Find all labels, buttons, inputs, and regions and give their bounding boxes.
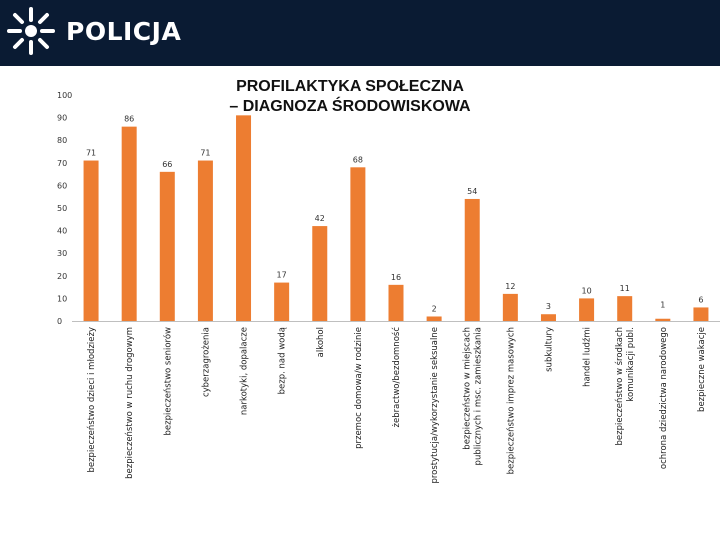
bar: [350, 167, 366, 321]
y-tick-label: 0: [57, 317, 62, 326]
bar: [540, 314, 556, 321]
y-tick-label: 60: [57, 181, 67, 190]
bar: [83, 160, 99, 321]
category-label: narkotyki, dopalacze: [240, 327, 250, 415]
category-label: bezpieczeństwo dzieci i młodzieży: [87, 327, 97, 473]
data-label: 11: [620, 284, 630, 293]
data-label: 86: [124, 115, 134, 124]
bar: [312, 226, 328, 321]
data-label: 12: [505, 282, 515, 291]
category-label-group: cyberzagrożenia: [201, 327, 211, 397]
data-label: 1: [660, 301, 665, 310]
y-tick-label: 100: [57, 91, 72, 100]
y-tick-label: 40: [57, 227, 67, 236]
data-label: 16: [391, 273, 401, 282]
category-label-group: bezpieczne wakacje: [697, 327, 707, 412]
police-star-icon: [7, 7, 55, 55]
data-label: 71: [86, 149, 96, 158]
category-label-group: bezpieczeństwo w ruchu drogowym: [125, 327, 135, 479]
data-label: 66: [162, 160, 172, 169]
category-label-group: bezpieczeństwo seniorów: [162, 327, 173, 436]
category-label-group: żebractwo/bezdomność: [391, 327, 402, 428]
data-label: 10: [581, 286, 591, 295]
category-label: przemoc domowa/w rodzinie: [354, 327, 364, 449]
category-label-group: bezpieczeństwo dzieci i młodzieży: [87, 327, 97, 473]
category-label-group: prostytucja/wykorzystanie seksualne: [430, 327, 440, 484]
bar: [274, 282, 290, 321]
y-tick-label: 20: [57, 272, 67, 281]
bar: [426, 316, 442, 321]
category-label-group: przemoc domowa/w rodzinie: [354, 327, 364, 449]
bar: [655, 318, 671, 321]
category-label: publicznych i msc. zamieszkania: [474, 327, 484, 465]
y-tick-label: 70: [57, 159, 67, 168]
data-label: 54: [467, 187, 477, 196]
category-label: bezpieczeństwo imprez masowych: [506, 327, 516, 474]
bar: [502, 293, 518, 321]
category-label: bezpieczeństwo w środkach: [614, 327, 625, 445]
bar: [197, 160, 213, 321]
header-bar: POLICJA: [0, 0, 720, 66]
bar: [159, 171, 175, 321]
category-label-group: alkohol: [316, 327, 326, 357]
category-label: cyberzagrożenia: [201, 327, 211, 397]
y-tick-label: 10: [57, 294, 67, 303]
data-label: 17: [277, 271, 287, 280]
category-label: bezp. nad wodą: [278, 327, 288, 394]
category-label-group: handel ludźmi: [583, 327, 593, 387]
category-label: prostytucja/wykorzystanie seksualne: [430, 327, 440, 484]
category-label: komunikacji publ.: [626, 327, 636, 402]
category-label: handel ludźmi: [583, 327, 593, 387]
y-tick-label: 30: [57, 249, 67, 258]
category-label-group: bezpieczeństwo w miejscach publicznych i …: [463, 327, 484, 465]
category-label-group: ochrona dziedzictwa narodowego: [659, 327, 669, 469]
data-label: 2: [432, 304, 437, 313]
y-tick-label: 80: [57, 136, 67, 145]
category-label-group: bezpieczeństwo imprez masowych: [506, 327, 516, 474]
bar: [579, 298, 595, 321]
bar: [464, 198, 480, 321]
bar: [236, 115, 252, 321]
category-label: bezpieczeństwo w ruchu drogowym: [125, 327, 135, 479]
chart-title-line-2: – DIAGNOZA ŚRODOWISKOWA: [229, 98, 471, 115]
bar: [121, 126, 137, 321]
bar: [388, 284, 404, 321]
data-label: 3: [546, 302, 551, 311]
category-label: subkultury: [544, 327, 554, 372]
y-tick-label: 50: [57, 204, 67, 213]
category-label-group: bezpieczeństwo w środkach komunikacji pub…: [614, 327, 636, 445]
category-label-group: narkotyki, dopalacze: [240, 327, 250, 415]
data-label: 68: [353, 155, 363, 164]
data-label: 42: [315, 214, 325, 223]
chart-title: PROFILAKTYKA SPOŁECZNA – DIAGNOZA ŚRODOW…: [200, 77, 500, 117]
category-label: bezpieczne wakacje: [697, 327, 707, 412]
category-label: żebractwo/bezdomność: [391, 327, 402, 428]
category-label: ochrona dziedzictwa narodowego: [659, 327, 669, 469]
chart-title-line-1: PROFILAKTYKA SPOŁECZNA: [236, 78, 464, 95]
category-label: bezpieczeństwo seniorów: [162, 327, 173, 436]
category-label: alkohol: [316, 327, 326, 357]
y-tick-label: 90: [57, 114, 67, 123]
logo-text: POLICJA: [66, 17, 182, 46]
bar: [693, 307, 709, 321]
category-label: bezpieczeństwo w miejscach: [463, 327, 473, 450]
data-label: 71: [200, 149, 210, 158]
bar: [617, 296, 633, 321]
data-label: 6: [698, 295, 703, 304]
category-label-group: bezp. nad wodą: [278, 327, 288, 394]
category-label-group: subkultury: [544, 327, 554, 372]
